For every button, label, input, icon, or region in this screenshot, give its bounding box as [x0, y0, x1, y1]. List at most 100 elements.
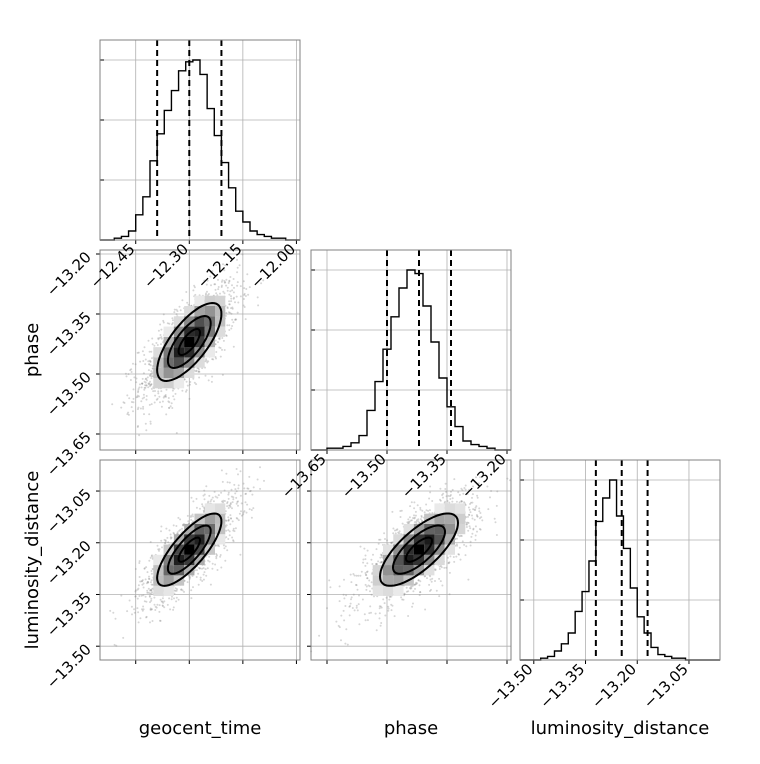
scatter-point [369, 605, 372, 608]
scatter-point [159, 323, 162, 326]
scatter-point [467, 529, 470, 532]
scatter-point [481, 519, 484, 522]
scatter-point [478, 517, 481, 520]
density-cell [173, 336, 185, 348]
scatter-point [174, 392, 177, 395]
scatter-point [214, 544, 217, 547]
scatter-point [201, 580, 204, 582]
scatter-point [154, 605, 157, 608]
scatter-point [419, 591, 422, 594]
scatter-point [228, 324, 231, 327]
scatter-point [414, 583, 417, 586]
density-cell [184, 316, 195, 327]
scatter-point [471, 532, 474, 535]
scatter-point [329, 586, 332, 589]
scatter-point [165, 413, 168, 416]
scatter-point [141, 382, 144, 385]
scatter-point [242, 280, 245, 283]
scatter-point [338, 600, 341, 603]
scatter-point [370, 581, 373, 584]
scatter-point [426, 577, 428, 580]
scatter-point [140, 386, 143, 389]
scatter-point [145, 395, 148, 397]
scatter-point [148, 594, 151, 597]
scatter-point [109, 609, 112, 612]
scatter-point [464, 488, 467, 491]
scatter-point [136, 426, 139, 428]
scatter-point [175, 525, 178, 527]
scatter-point [218, 338, 221, 341]
scatter-point [228, 534, 231, 537]
scatter-point [366, 562, 369, 565]
scatter-point [472, 508, 475, 511]
scatter-point [412, 602, 414, 605]
scatter-point [439, 498, 441, 501]
scatter-point [139, 617, 142, 620]
scatter-point [227, 518, 230, 521]
density-cell [204, 347, 215, 358]
scatter-point [176, 588, 178, 591]
scatter-point [150, 570, 153, 572]
scatter-point [414, 587, 416, 590]
scatter-point [457, 491, 460, 494]
scatter-point [453, 478, 456, 481]
scatter-point [474, 534, 477, 537]
scatter-point [343, 578, 345, 581]
scatter-point [257, 304, 260, 307]
scatter-point [220, 284, 223, 287]
scatter-point [375, 562, 378, 565]
scatter-point [469, 540, 472, 543]
scatter-point [474, 506, 477, 509]
scatter-point [239, 553, 242, 556]
scatter-point [366, 549, 369, 552]
density-cell [393, 585, 404, 596]
scatter-point [220, 286, 223, 288]
scatter-point [149, 374, 152, 376]
scatter-point [148, 363, 150, 366]
scatter-point [375, 563, 378, 565]
scatter-point [476, 494, 479, 497]
scatter-point [226, 481, 229, 484]
scatter-point [149, 621, 151, 624]
scatter-point [139, 407, 142, 410]
scatter-point [444, 500, 447, 503]
scatter-point [428, 583, 431, 586]
scatter-point [235, 490, 238, 493]
scatter-point [134, 590, 137, 593]
scatter-point [231, 318, 234, 321]
scatter-point [342, 593, 345, 596]
scatter-point [160, 390, 163, 393]
scatter-point [195, 383, 198, 386]
density-cell [194, 316, 205, 327]
scatter-point [448, 593, 451, 596]
scatter-point [235, 517, 238, 519]
scatter-point [460, 535, 463, 537]
scatter-point [229, 311, 231, 314]
density-cell [424, 523, 435, 535]
contour-2 [156, 512, 223, 587]
scatter-point [409, 587, 411, 589]
scatter-point [350, 596, 353, 599]
scatter-point [419, 518, 422, 521]
scatter-point [170, 536, 173, 539]
scatter-point [204, 360, 207, 363]
scatter-point [139, 580, 142, 583]
scatter-point [150, 592, 153, 595]
scatter-point [342, 609, 345, 612]
scatter-point [479, 512, 482, 514]
scatter-point [143, 567, 146, 570]
scatter-point [225, 536, 228, 539]
scatter-point [490, 490, 493, 492]
scatter-point [150, 608, 153, 611]
scatter-point [469, 503, 471, 505]
scatter-point [170, 598, 173, 601]
scatter-point [419, 508, 422, 511]
scatter-point [481, 475, 484, 478]
scatter-point [458, 501, 461, 504]
scatter-point [405, 586, 408, 589]
scatter-point [475, 505, 478, 508]
scatter-point [144, 384, 147, 387]
scatter-point [207, 559, 210, 562]
scatter-point [175, 596, 178, 599]
